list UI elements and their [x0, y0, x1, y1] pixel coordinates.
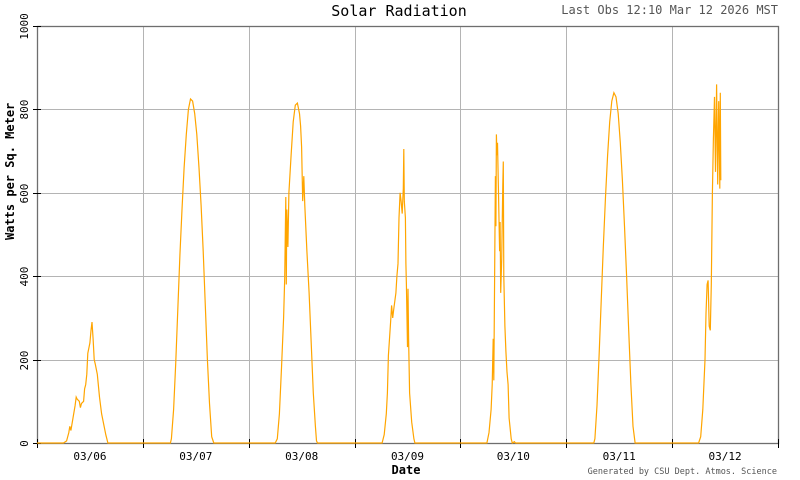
x-tick-label: 03/12 — [709, 450, 742, 463]
y-tick-label: 200 — [18, 351, 31, 371]
x-tick-label: 03/10 — [497, 450, 530, 463]
y-axis-label: Watts per Sq. Meter — [3, 102, 17, 240]
grid-lines — [37, 26, 778, 443]
axes — [36, 25, 780, 445]
y-axis-ticks: 0 200 400 600 800 1000 — [18, 13, 41, 447]
credit-footer: Generated by CSU Dept. Atmos. Science — [587, 467, 777, 477]
x-tick-label: 03/11 — [603, 450, 636, 463]
x-tick-label: 03/06 — [73, 450, 106, 463]
x-tick-label: 03/08 — [285, 450, 318, 463]
y-tick-label: 800 — [18, 100, 31, 120]
x-axis-label: Date — [391, 463, 421, 477]
y-tick-label: 600 — [18, 184, 31, 204]
y-tick-label: 400 — [18, 267, 31, 287]
x-tick-label: 03/09 — [391, 450, 424, 463]
y-tick-label: 0 — [18, 440, 31, 447]
y-tick-label: 1000 — [18, 13, 31, 40]
solar-radiation-series-line — [37, 84, 722, 444]
plot-frame — [36, 25, 780, 445]
x-tick-label: 03/07 — [179, 450, 212, 463]
chart-title: Solar Radiation — [331, 2, 467, 20]
x-axis-ticks: 03/06 03/07 03/08 03/09 03/10 03/11 03/12 — [37, 439, 779, 463]
last-observation-timestamp: Last Obs 12:10 Mar 12 2026 MST — [561, 3, 778, 17]
